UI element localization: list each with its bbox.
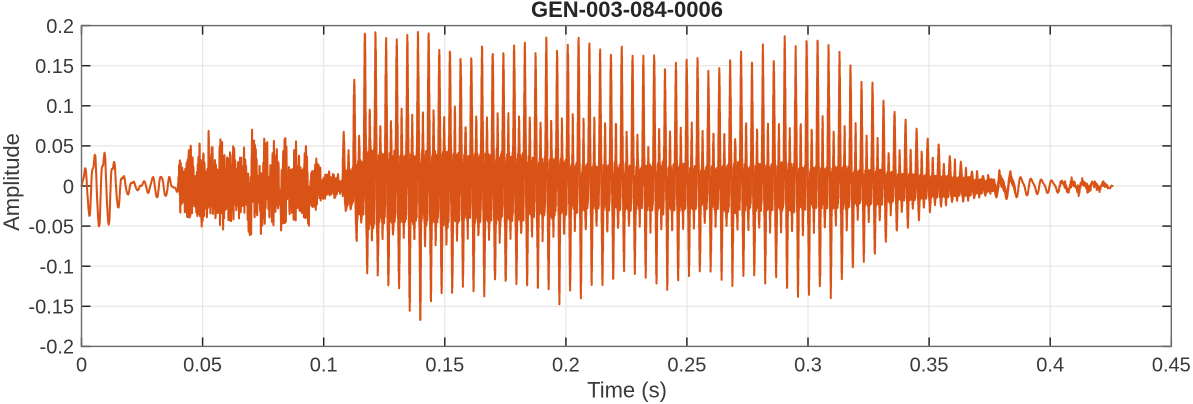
svg-text:0.05: 0.05 bbox=[183, 355, 222, 377]
svg-text:Time (s): Time (s) bbox=[587, 378, 667, 403]
svg-text:0.1: 0.1 bbox=[310, 355, 338, 377]
svg-text:0.2: 0.2 bbox=[552, 355, 580, 377]
svg-text:-0.1: -0.1 bbox=[40, 257, 74, 279]
svg-text:0.15: 0.15 bbox=[425, 355, 464, 377]
svg-text:0.2: 0.2 bbox=[46, 16, 74, 38]
svg-text:0.45: 0.45 bbox=[1152, 355, 1191, 377]
svg-text:0: 0 bbox=[63, 176, 74, 198]
svg-text:Amplitude: Amplitude bbox=[0, 133, 24, 231]
svg-text:0.3: 0.3 bbox=[794, 355, 822, 377]
svg-text:0.05: 0.05 bbox=[35, 136, 74, 158]
svg-text:0.25: 0.25 bbox=[667, 355, 706, 377]
svg-text:-0.15: -0.15 bbox=[28, 297, 74, 319]
svg-text:-0.2: -0.2 bbox=[40, 337, 74, 359]
svg-text:0.15: 0.15 bbox=[35, 56, 74, 78]
svg-text:0.35: 0.35 bbox=[910, 355, 949, 377]
svg-text:GEN-003-084-0006: GEN-003-084-0006 bbox=[531, 0, 723, 22]
svg-text:0: 0 bbox=[76, 355, 87, 377]
svg-text:0.4: 0.4 bbox=[1036, 355, 1064, 377]
svg-text:-0.05: -0.05 bbox=[28, 216, 74, 238]
svg-text:0.1: 0.1 bbox=[46, 96, 74, 118]
